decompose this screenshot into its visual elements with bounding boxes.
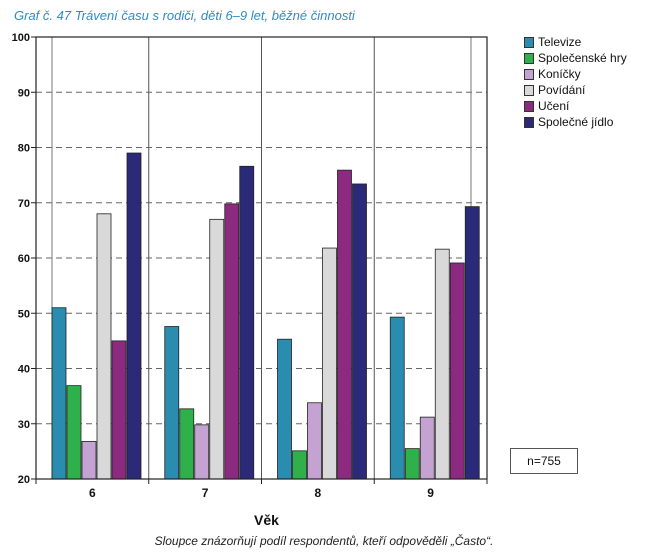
bar bbox=[66, 385, 82, 480]
y-tick-label: 60 bbox=[18, 253, 30, 265]
bar bbox=[164, 326, 180, 480]
bar bbox=[209, 218, 225, 480]
legend-label: Společné jídlo bbox=[538, 115, 614, 129]
y-tick-label: 70 bbox=[18, 198, 30, 210]
bar bbox=[96, 213, 112, 480]
x-tick-label: 7 bbox=[202, 486, 209, 500]
legend-swatch bbox=[524, 84, 534, 96]
bar bbox=[194, 424, 210, 480]
legend-item: Společné jídlo bbox=[524, 114, 627, 130]
bar bbox=[389, 316, 405, 480]
y-tick-label: 40 bbox=[18, 364, 30, 376]
legend-label: Povídání bbox=[538, 83, 586, 97]
x-axis-label: Věk bbox=[254, 512, 279, 528]
bar bbox=[81, 441, 97, 480]
bar bbox=[307, 402, 322, 480]
plot-frame bbox=[35, 36, 488, 480]
y-tick-label: 20 bbox=[18, 474, 30, 486]
legend-swatch bbox=[524, 36, 534, 48]
legend-label: Společenské hry bbox=[538, 51, 627, 65]
bar bbox=[464, 206, 480, 480]
y-tick-label: 90 bbox=[18, 87, 30, 99]
bar bbox=[404, 448, 420, 480]
chart-title: Graf č. 47 Trávení času s rodiči, děti 6… bbox=[14, 8, 355, 23]
y-tick-label: 80 bbox=[18, 143, 30, 155]
legend-item: Povídání bbox=[524, 82, 627, 98]
legend-label: Učení bbox=[538, 99, 570, 113]
legend-swatch bbox=[524, 68, 534, 80]
bar bbox=[126, 152, 142, 480]
legend-swatch bbox=[524, 52, 534, 64]
legend-label: Koníčky bbox=[538, 67, 581, 81]
legend-swatch bbox=[524, 100, 534, 112]
bar bbox=[277, 338, 292, 480]
bar bbox=[179, 408, 195, 480]
bar bbox=[224, 203, 240, 480]
legend-label: Televize bbox=[538, 35, 582, 49]
legend-item: Koníčky bbox=[524, 66, 627, 82]
bar bbox=[239, 165, 255, 480]
bar bbox=[292, 450, 307, 480]
x-tick-label: 6 bbox=[89, 486, 96, 500]
x-tick-label: 9 bbox=[427, 486, 434, 500]
y-tick-label: 50 bbox=[18, 308, 30, 320]
bar bbox=[419, 416, 435, 480]
legend-item: Televize bbox=[524, 34, 627, 50]
bar bbox=[111, 340, 127, 480]
legend: Televize Společenské hry Koníčky Povídání Uč… bbox=[524, 34, 627, 130]
bar bbox=[434, 248, 450, 480]
y-tick-label: 100 bbox=[12, 32, 30, 44]
legend-item: Učení bbox=[524, 98, 627, 114]
bar bbox=[337, 169, 352, 480]
legend-swatch bbox=[524, 116, 534, 128]
x-tick-label: 8 bbox=[315, 486, 322, 500]
bar bbox=[449, 262, 465, 480]
bar bbox=[322, 247, 337, 480]
y-tick-label: 30 bbox=[18, 419, 30, 431]
bar bbox=[352, 183, 367, 480]
legend-item: Společenské hry bbox=[524, 50, 627, 66]
bar bbox=[51, 307, 67, 480]
footnote: Sloupce znázorňují podíl respondentů, kt… bbox=[154, 534, 494, 548]
sample-size-box: n=755 bbox=[510, 448, 578, 474]
